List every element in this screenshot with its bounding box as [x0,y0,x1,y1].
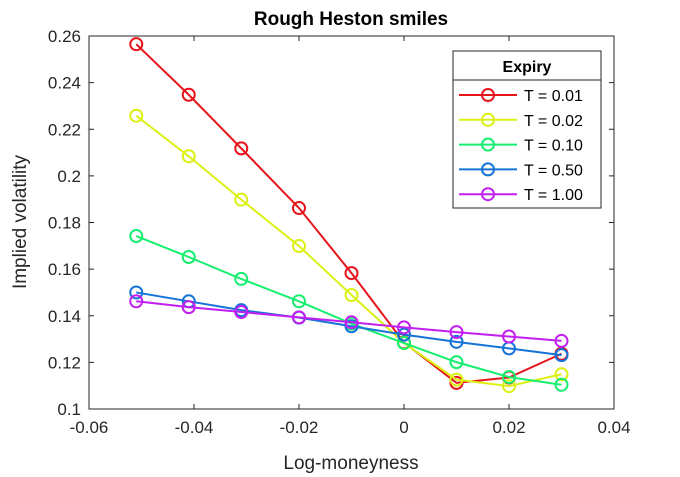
data-point [502,370,516,385]
legend-entry: T = 0.01 [459,88,583,105]
series-line [135,114,562,388]
data-point [554,377,569,392]
data-point [129,37,144,52]
legend-marker [481,88,495,102]
legend-marker [481,112,495,127]
data-point [234,192,249,207]
data-point [129,294,144,309]
data-point [292,294,306,309]
data-point [234,141,249,156]
chart-title: Rough Heston smiles [254,9,448,30]
legend: Expiry T = 0.01T = 0.02T = 0.10T = 0.50T… [452,50,602,209]
x-tick-label: -0.02 [280,418,319,437]
data-point [554,333,569,348]
data-point [292,239,306,254]
data-point [129,108,144,123]
data-point [129,285,144,300]
data-point [449,355,464,370]
series-line [136,300,562,342]
data-point [344,319,359,334]
data-point [234,305,249,320]
x-tick-label: 0 [399,418,408,437]
legend-entry: T = 0.10 [459,137,583,155]
data-point [181,87,196,102]
legend-box [452,50,602,209]
data-point [397,336,411,351]
x-tick-label: -0.04 [175,418,214,437]
y-tick-label: 0.26 [48,27,81,46]
data-point [502,379,516,394]
legend-entries: T = 0.01 T = 0.02 T = 0.10 T = 0.50 T = 1.00 [459,88,583,204]
y-tick-label: 0.24 [48,74,81,93]
x-axis-label: Log-moneyness [283,453,418,474]
data-point [292,201,306,216]
data-point [397,327,411,342]
series-t-0-02 [129,108,569,394]
legend-label: T = 0.02 [524,113,583,130]
y-tick-label: 0.1 [57,400,81,419]
data-point [129,229,144,244]
legend-label: T = 0.01 [524,88,583,105]
data-point [554,348,569,363]
data-point [397,320,411,335]
data-point [344,315,359,330]
y-tick-label: 0.2 [57,167,81,186]
x-axis: -0.06 -0.04 -0.02 0 0.02 0.04 [70,36,631,437]
series-line [135,235,562,386]
data-point [181,300,196,315]
legend-entry: T = 1.00 [459,187,583,204]
series-t-0-10 [129,229,569,392]
x-tick-label: 0.02 [492,418,525,437]
data-point [344,266,359,281]
x-tick-label: -0.06 [70,418,109,437]
data-point [449,325,464,340]
x-tick-label: 0.04 [597,418,630,437]
series-t-1-00 [129,294,569,348]
data-point [181,250,196,265]
series-line [136,291,562,357]
data-point [181,149,196,164]
series-layer [129,37,569,394]
legend-label: T = 0.10 [524,138,583,155]
data-point [449,334,464,349]
legend-marker [481,162,495,177]
y-tick-label: 0.12 [48,353,81,372]
data-point [344,288,359,303]
plot-box [88,35,615,410]
legend-entry: T = 0.50 [459,162,583,179]
legend-title: Expiry [503,59,552,76]
data-point [449,372,464,387]
data-point [292,310,306,325]
legend-marker [481,137,495,152]
data-point [502,329,516,344]
data-point [554,367,569,382]
y-axis-label: Implied volatility [10,154,31,289]
legend-label: T = 1.00 [524,187,583,204]
y-tick-label: 0.16 [48,260,81,279]
legend-entry: T = 0.02 [459,112,583,130]
series-t-0-50 [129,285,569,363]
y-tick-label: 0.22 [48,120,81,139]
y-axis: 0.1 0.12 0.14 0.16 0.18 0.2 0.22 0.24 0.26 [48,27,614,419]
legend-marker [481,187,495,202]
data-point [234,271,249,286]
legend-label: T = 0.50 [524,162,583,179]
y-tick-label: 0.14 [48,307,81,326]
y-tick-label: 0.18 [48,214,81,233]
series-line [135,43,562,384]
